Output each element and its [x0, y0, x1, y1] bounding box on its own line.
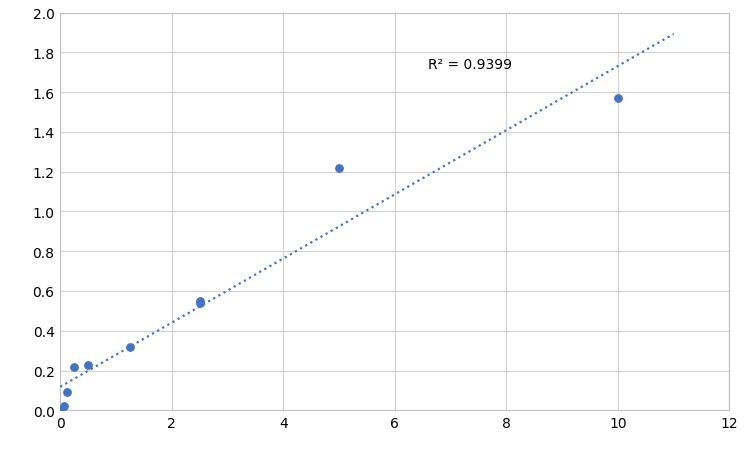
Point: [82, 361, 94, 368]
Point: [58, 403, 70, 410]
Point: [68, 363, 80, 370]
Point: [193, 299, 205, 307]
Point: [61, 389, 73, 396]
Point: [54, 407, 66, 414]
Point: [193, 298, 205, 305]
Point: [333, 165, 345, 172]
Text: R² = 0.9399: R² = 0.9399: [428, 58, 512, 72]
Point: [612, 95, 624, 102]
Point: [124, 343, 136, 350]
